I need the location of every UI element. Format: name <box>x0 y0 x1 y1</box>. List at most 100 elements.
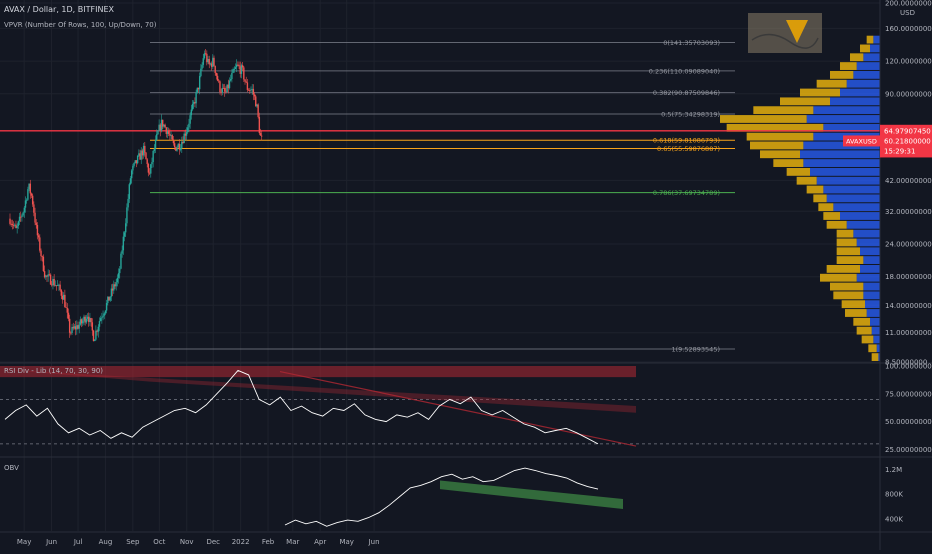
vpvr-up-bar <box>846 79 880 88</box>
candle-body <box>74 326 77 330</box>
candle-body <box>18 216 21 222</box>
vpvr-down-bar <box>830 70 854 79</box>
candle-body <box>156 134 158 140</box>
candle-body <box>138 153 140 156</box>
candle-body <box>159 124 162 131</box>
candle-body <box>85 318 88 323</box>
candle-body <box>247 89 250 91</box>
candle-body <box>227 84 230 89</box>
candle-body <box>208 58 210 65</box>
candle-body <box>115 282 117 287</box>
candle-body <box>15 224 17 229</box>
candle-body <box>241 65 244 68</box>
x-tick-label: Jun <box>368 538 380 546</box>
candle-body <box>80 319 83 324</box>
candle-body <box>179 148 182 150</box>
candle-body <box>64 294 66 308</box>
candle-body <box>46 275 48 277</box>
candle-body <box>41 256 43 257</box>
x-tick-label: May <box>339 538 353 546</box>
y-tick-label: 120.00000000 <box>885 58 932 66</box>
rsi-divergence-line <box>279 370 637 447</box>
candle-body <box>252 88 255 95</box>
candle-body <box>126 207 128 224</box>
vpvr-down-bar <box>826 220 847 229</box>
vpvr-down-bar <box>856 326 872 335</box>
candle-body <box>40 250 42 257</box>
candle-body <box>151 162 153 165</box>
candle-body <box>142 145 145 156</box>
candle-body <box>187 127 189 133</box>
vpvr-up-bar <box>840 212 880 220</box>
candle-body <box>98 321 101 327</box>
candle-body <box>219 81 221 93</box>
candle-body <box>193 102 195 104</box>
candle-body <box>190 109 193 116</box>
candle-body <box>107 296 109 304</box>
candle-body <box>218 80 220 82</box>
candle-body <box>92 330 95 342</box>
candle-body <box>12 225 15 226</box>
candle-body <box>134 160 136 163</box>
candle-body <box>24 200 27 208</box>
candle-body <box>109 296 111 301</box>
candle-body <box>129 178 132 185</box>
y-tick-label: 32.00000000 <box>885 208 932 216</box>
vpvr-up-bar <box>853 70 880 79</box>
vpvr-down-bar <box>826 264 860 273</box>
candle-body <box>256 104 258 107</box>
vpvr-up-bar <box>823 123 880 132</box>
candle-body <box>59 284 61 291</box>
vpvr-up-bar <box>873 335 880 344</box>
candle-body <box>259 133 262 136</box>
candle-body <box>261 135 263 137</box>
candle-body <box>103 313 105 316</box>
candle-body <box>250 89 252 91</box>
candle-body <box>28 183 30 190</box>
candle-body <box>240 65 243 74</box>
candle-body <box>144 145 146 153</box>
vpvr-up-bar <box>803 141 880 150</box>
y-tick-label: 200.00000000 <box>885 0 932 8</box>
fibonacci-levels: 0(141.35703093) 0.236(110.09089040) 0.382(… <box>0 39 880 354</box>
price-badge-line <box>880 124 932 137</box>
candle-body <box>201 64 203 69</box>
candle-body <box>185 132 188 136</box>
x-tick-label: May <box>17 538 31 546</box>
candle-body <box>202 58 204 65</box>
candle-body <box>89 318 91 322</box>
candle-body <box>27 189 29 200</box>
candle-body <box>83 316 85 321</box>
y-tick-label: 24.00000000 <box>885 241 932 249</box>
candle-body <box>95 330 97 340</box>
candle-body <box>189 115 191 124</box>
vpvr-up-bar <box>863 53 880 62</box>
candle-body <box>30 193 33 196</box>
candle-body <box>86 316 89 319</box>
vpvr-down-bar <box>868 344 877 353</box>
candle-body <box>43 271 46 278</box>
y-tick-label: 160.00000000 <box>885 25 932 33</box>
candle-body <box>157 130 159 135</box>
x-tick-label: Nov <box>180 538 194 546</box>
vpvr-down-bar <box>836 247 860 256</box>
vpvr-up-bar <box>863 291 880 300</box>
indicator-legend: VPVR (Number Of Rows, 100, Up/Down, 70) <box>4 21 157 29</box>
candle-body <box>139 153 141 160</box>
candle-body <box>166 131 169 134</box>
grid-layer <box>0 0 880 531</box>
candle-body <box>163 124 165 127</box>
vpvr-up-bar <box>853 229 880 238</box>
vpvr-up-bar <box>865 300 880 309</box>
candle-body <box>9 218 11 224</box>
candle-body <box>237 64 239 66</box>
current-price-text: 60.21800000 <box>884 137 931 145</box>
vpvr-up-bar <box>826 194 880 203</box>
vpvr-down-bar <box>773 159 804 167</box>
candle-body <box>188 123 190 128</box>
rsi-y-tick-label: 100.00000000 <box>885 363 932 371</box>
fib-level-label: 0.65(55.59876887) <box>657 145 720 153</box>
candle-body <box>206 53 208 63</box>
